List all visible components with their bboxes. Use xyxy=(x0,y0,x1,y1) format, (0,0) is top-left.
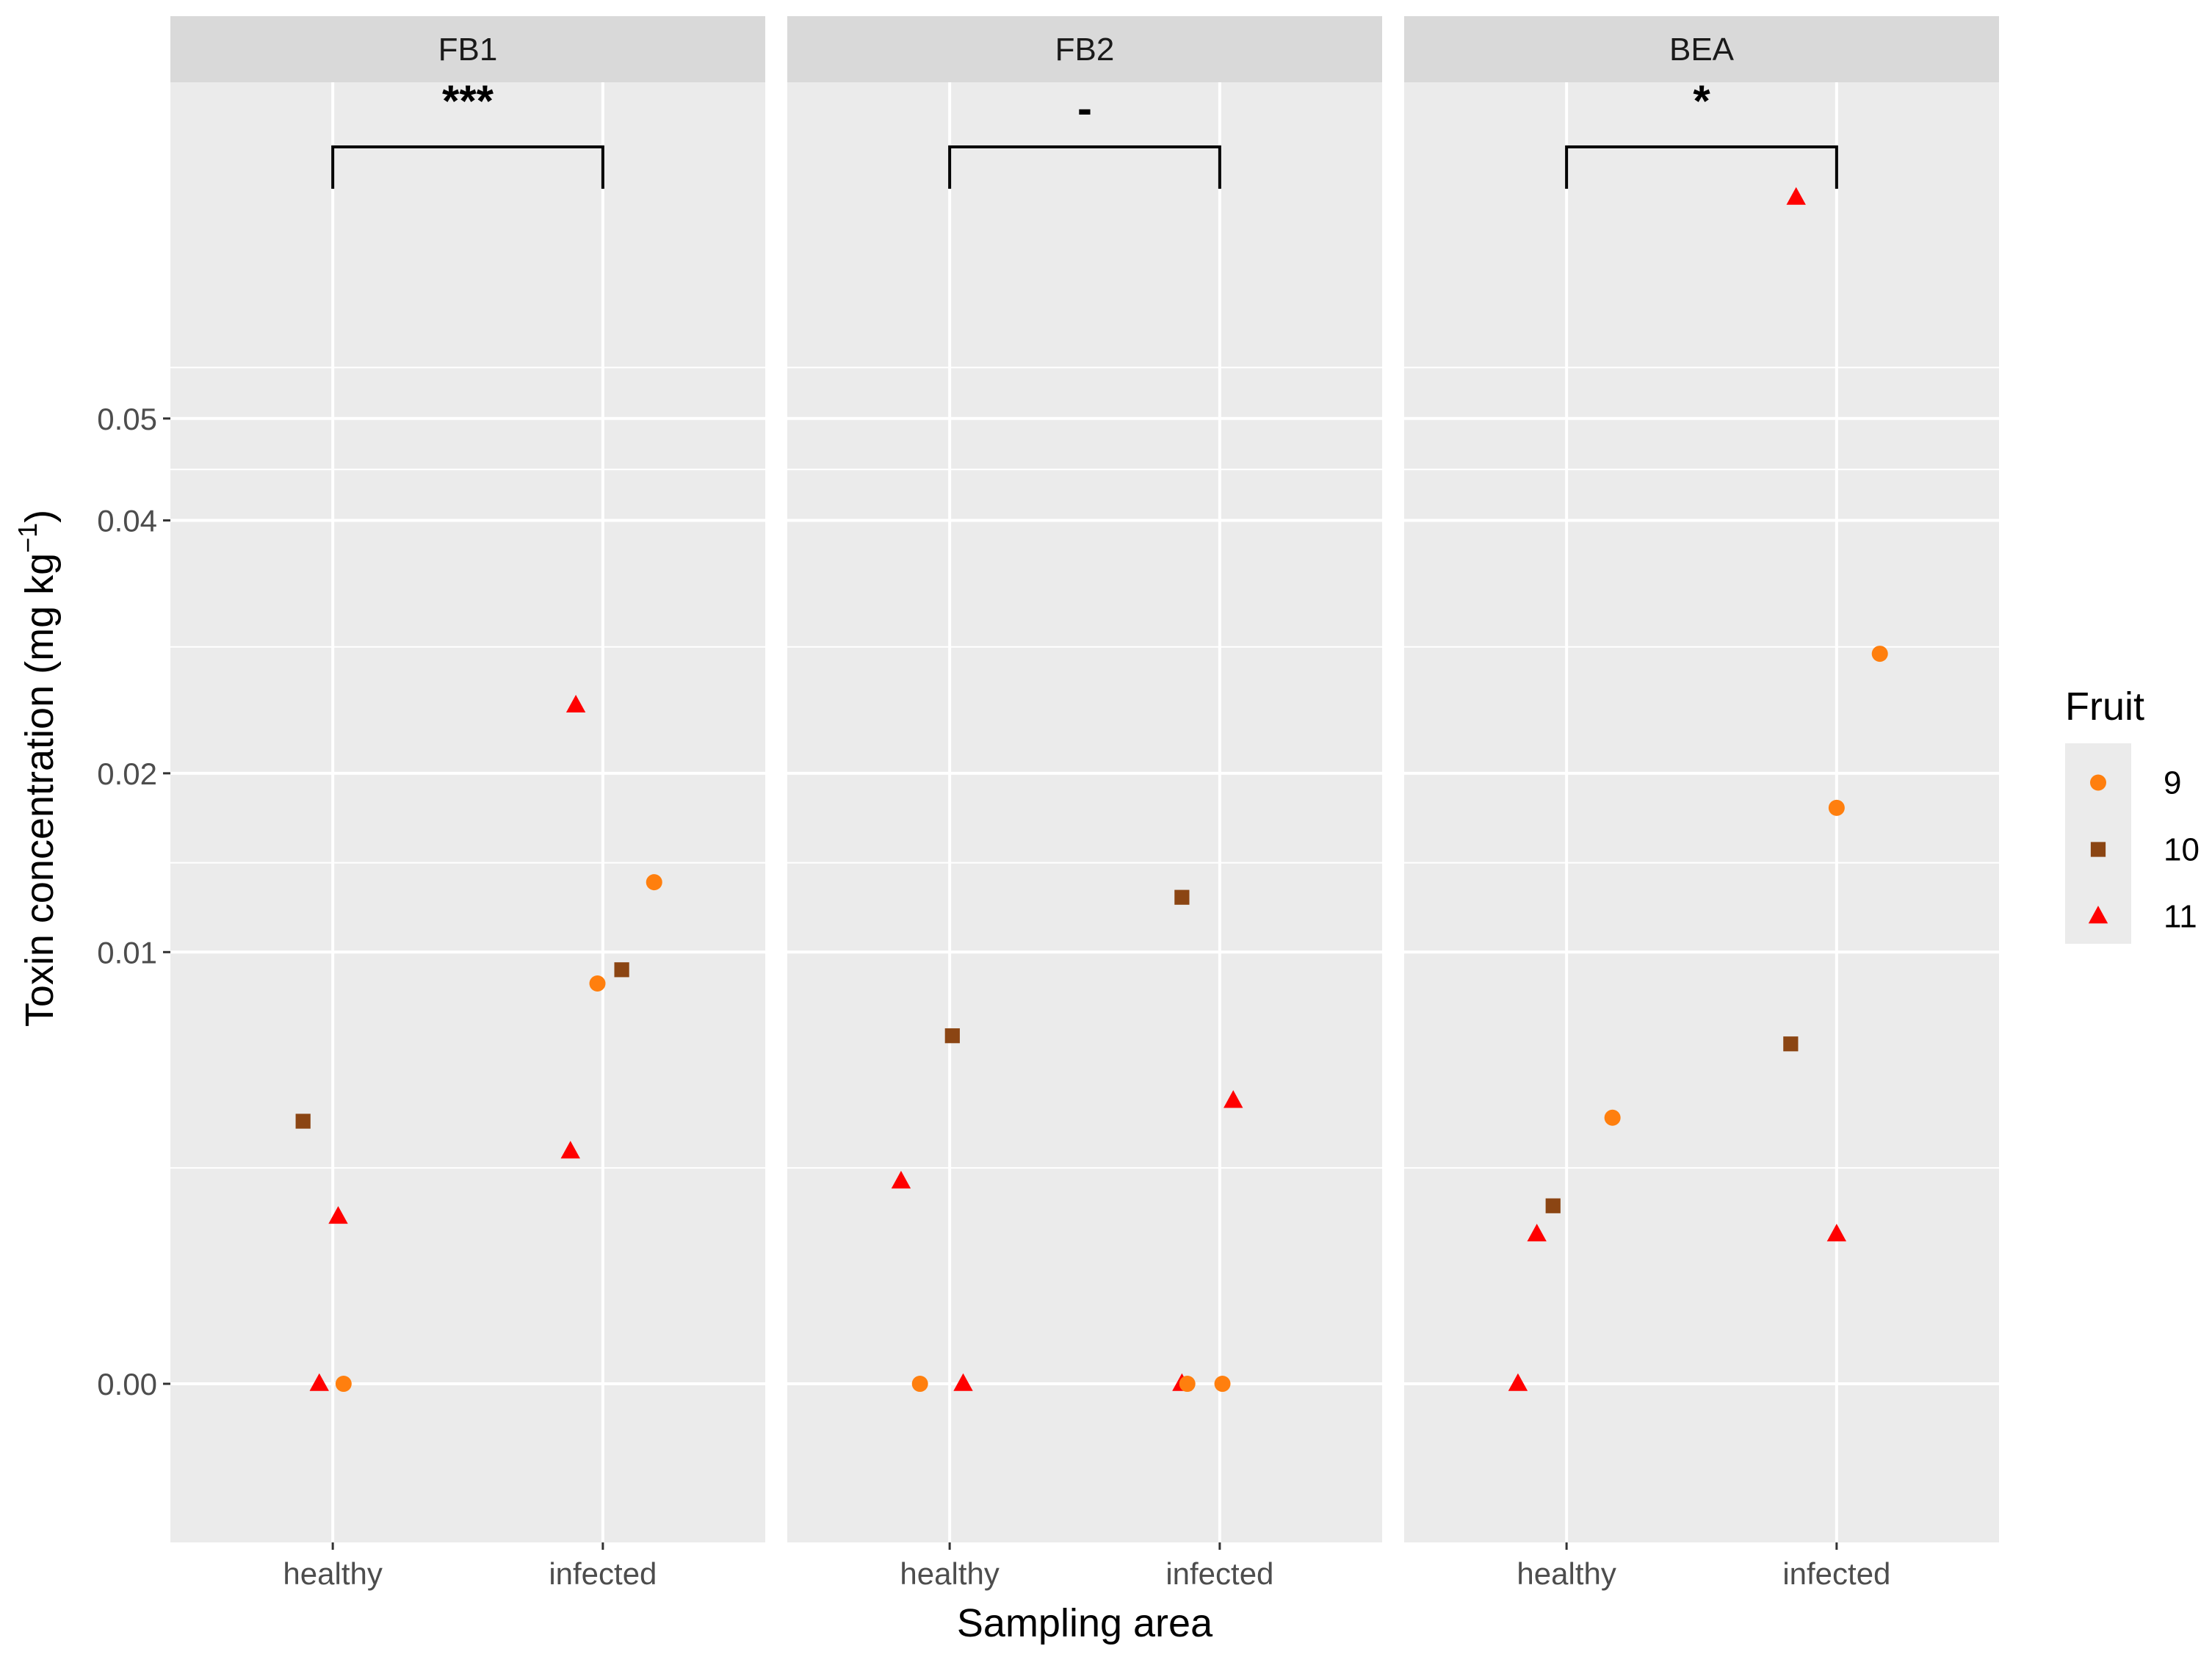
panel-bea: BEA healthy infected * xyxy=(1404,16,1999,1591)
data-point-fruit-11 xyxy=(565,695,586,713)
data-point-fruit-11 xyxy=(1527,1224,1547,1242)
data-point-fruit-9 xyxy=(1604,1109,1621,1126)
data-point-fruit-11 xyxy=(1224,1090,1243,1108)
data-point-fruit-11 xyxy=(1786,187,1806,205)
data-point-fruit-11 xyxy=(1508,1373,1528,1391)
significance-label: - xyxy=(1077,84,1092,133)
data-point-fruit-9 xyxy=(335,1376,352,1393)
y-tick-labels: 0.00 0.01 0.02 0.04 0.05 xyxy=(97,402,170,1401)
data-point-fruit-11 xyxy=(891,1171,911,1189)
panel-background xyxy=(1404,82,1999,1542)
legend-entries: 9 10 11 xyxy=(2088,765,2200,935)
y-tick-label: 0.02 xyxy=(97,757,157,791)
legend-label: 9 xyxy=(2164,765,2181,801)
data-point-fruit-10 xyxy=(1545,1198,1561,1213)
strip-background xyxy=(787,16,1382,82)
x-tick-label: infected xyxy=(549,1556,657,1591)
x-tick-label: healthy xyxy=(900,1556,999,1591)
data-point-fruit-9 xyxy=(911,1376,928,1393)
strip-background xyxy=(1404,16,1999,82)
data-point-fruit-11 xyxy=(1826,1224,1847,1242)
data-point-fruit-10 xyxy=(1174,889,1190,905)
strip-label: FB1 xyxy=(438,32,498,68)
x-tick-label: healthy xyxy=(1517,1556,1616,1591)
legend-title: Fruit xyxy=(2065,685,2144,729)
data-point-fruit-9 xyxy=(1828,799,1845,816)
data-point-fruit-10 xyxy=(614,962,629,978)
x-tick-label: infected xyxy=(1165,1556,1273,1591)
legend-label: 10 xyxy=(2164,832,2200,868)
strip-background xyxy=(170,16,765,82)
panel-background xyxy=(787,82,1382,1542)
y-axis-title-main: Toxin concentration (mg kg xyxy=(18,553,62,1027)
legend-key-fruit-11 xyxy=(2088,906,2108,924)
data-point-fruit-11 xyxy=(953,1373,973,1391)
strip-label: FB2 xyxy=(1055,32,1115,68)
data-point-fruit-9 xyxy=(646,874,662,891)
panel-fb2: FB2 healthy infected - xyxy=(787,16,1382,1591)
x-axis-title: Sampling area xyxy=(957,1601,1213,1645)
data-point-fruit-9 xyxy=(1179,1376,1196,1393)
y-tick-label: 0.01 xyxy=(97,935,157,970)
data-point-fruit-9 xyxy=(589,975,606,992)
significance-bracket xyxy=(948,145,1221,189)
significance-bracket xyxy=(1565,145,1838,189)
data-point-fruit-11 xyxy=(309,1373,329,1391)
legend: Fruit 9 10 11 xyxy=(2065,685,2200,944)
legend-label: 11 xyxy=(2164,899,2197,935)
y-tick-label: 0.05 xyxy=(97,402,157,436)
y-tick-label: 0.04 xyxy=(97,504,157,538)
panel-background xyxy=(170,82,765,1542)
y-axis-title-superscript: −1 xyxy=(12,523,43,553)
data-point-fruit-10 xyxy=(295,1113,311,1129)
significance-label: * xyxy=(1693,76,1710,126)
legend-key-fruit-10 xyxy=(2090,842,2106,857)
data-point-fruit-10 xyxy=(1783,1036,1799,1052)
y-axis-title-end: ) xyxy=(18,510,62,523)
data-point-fruit-11 xyxy=(560,1141,580,1159)
significance-label: *** xyxy=(442,76,494,126)
data-point-fruit-9 xyxy=(1214,1376,1231,1393)
data-point-fruit-11 xyxy=(328,1206,348,1224)
panel-fb1: FB1 healthy infected *** xyxy=(170,16,765,1591)
data-point-fruit-9 xyxy=(1871,646,1888,663)
strip-label: BEA xyxy=(1669,32,1735,68)
significance-bracket xyxy=(331,145,604,189)
x-tick-label: healthy xyxy=(283,1556,382,1591)
data-point-fruit-10 xyxy=(944,1028,960,1044)
panels-layer: FB1 healthy infected *** FB2 healthy infected -… xyxy=(170,16,1999,1591)
x-tick-label: infected xyxy=(1782,1556,1890,1591)
y-axis-title: Toxin concentration (mg kg−1) xyxy=(12,510,62,1027)
y-tick-label: 0.00 xyxy=(97,1367,157,1401)
legend-key-fruit-9 xyxy=(2090,774,2106,791)
